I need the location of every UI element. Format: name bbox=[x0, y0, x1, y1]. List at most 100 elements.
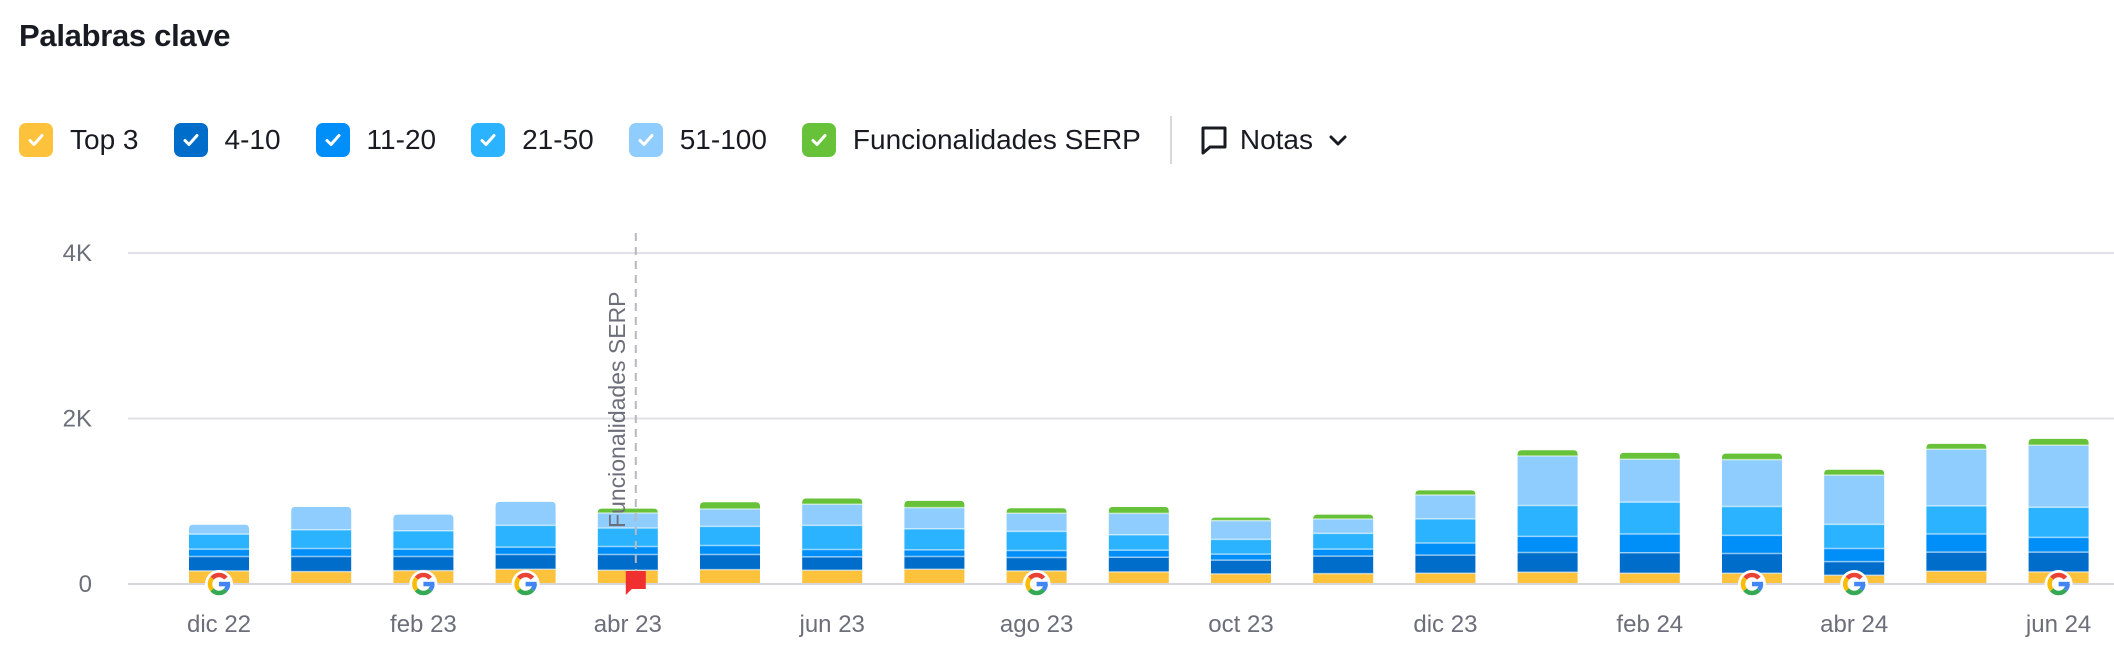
bar-segment[interactable] bbox=[1211, 539, 1271, 555]
google-icon[interactable] bbox=[2044, 570, 2073, 598]
bar-segment[interactable] bbox=[700, 545, 760, 555]
bar-segment[interactable] bbox=[1108, 506, 1169, 514]
legend-item-51-100[interactable]: 51-100 bbox=[628, 123, 767, 157]
bar-segment[interactable] bbox=[1619, 452, 1680, 460]
flag-icon[interactable] bbox=[625, 571, 646, 595]
bar-segment[interactable] bbox=[291, 556, 352, 572]
bar-segment[interactable] bbox=[1619, 534, 1680, 553]
bar-segment[interactable] bbox=[1108, 550, 1169, 558]
bar-segment[interactable] bbox=[2028, 445, 2089, 508]
bar-segment[interactable] bbox=[1006, 550, 1067, 558]
legend-item-funcionalidades-serp[interactable]: Funcionalidades SERP bbox=[801, 123, 1141, 157]
bar-segment[interactable] bbox=[189, 534, 249, 550]
bar-segment[interactable] bbox=[700, 526, 760, 546]
bar-segment[interactable] bbox=[1517, 552, 1578, 573]
bar-segment[interactable] bbox=[904, 556, 965, 570]
bar-segment[interactable] bbox=[1006, 531, 1067, 551]
bar-segment[interactable] bbox=[1517, 455, 1578, 506]
bar-segment[interactable] bbox=[1926, 443, 1987, 450]
bar-segment[interactable] bbox=[291, 571, 352, 584]
bar-segment[interactable] bbox=[1517, 505, 1578, 537]
bar-segment[interactable] bbox=[802, 504, 863, 526]
bar-segment[interactable] bbox=[1108, 534, 1169, 551]
bar-segment[interactable] bbox=[1517, 450, 1578, 456]
bar-segment[interactable] bbox=[802, 525, 863, 550]
google-icon[interactable] bbox=[1840, 570, 1869, 598]
bar-segment[interactable] bbox=[904, 569, 965, 584]
bar-segment[interactable] bbox=[700, 554, 760, 570]
bar-segment[interactable] bbox=[1313, 518, 1374, 534]
bar-segment[interactable] bbox=[1211, 573, 1271, 584]
bar-segment[interactable] bbox=[1926, 552, 1987, 572]
bar-segment[interactable] bbox=[597, 513, 658, 529]
bar-segment[interactable] bbox=[2028, 438, 2089, 446]
bar-segment[interactable] bbox=[1722, 453, 1782, 460]
bar-segment[interactable] bbox=[189, 556, 249, 571]
bar-segment[interactable] bbox=[1415, 555, 1476, 574]
bar-segment[interactable] bbox=[393, 514, 454, 531]
bar-segment[interactable] bbox=[1415, 518, 1476, 544]
bar-segment[interactable] bbox=[1824, 524, 1885, 549]
google-icon[interactable] bbox=[1738, 570, 1766, 598]
bar-segment[interactable] bbox=[495, 501, 556, 526]
bar-segment[interactable] bbox=[495, 547, 556, 555]
bar-segment[interactable] bbox=[904, 507, 965, 529]
checkbox-checked-icon[interactable] bbox=[173, 123, 208, 157]
bar-segment[interactable] bbox=[1619, 573, 1680, 584]
bar-segment[interactable] bbox=[291, 548, 352, 557]
bar-segment[interactable] bbox=[1824, 561, 1885, 576]
bar-segment[interactable] bbox=[700, 508, 760, 527]
bar-segment[interactable] bbox=[802, 570, 863, 584]
bar-segment[interactable] bbox=[1415, 490, 1476, 496]
bar-segment[interactable] bbox=[1108, 557, 1169, 572]
bar-segment[interactable] bbox=[1211, 560, 1271, 574]
checkbox-checked-icon[interactable] bbox=[628, 123, 663, 157]
google-icon[interactable] bbox=[205, 570, 233, 598]
bar-segment[interactable] bbox=[700, 569, 760, 584]
bar-segment[interactable] bbox=[393, 530, 454, 550]
legend-item-21-50[interactable]: 21-50 bbox=[471, 123, 594, 157]
bar-segment[interactable] bbox=[1926, 571, 1987, 584]
notes-dropdown-button[interactable]: Notas bbox=[1198, 124, 1349, 156]
google-icon[interactable] bbox=[1022, 570, 1051, 598]
bar-segment[interactable] bbox=[1619, 502, 1680, 535]
bar-segment[interactable] bbox=[1619, 552, 1680, 574]
checkbox-checked-icon[interactable] bbox=[315, 123, 350, 157]
bar-segment[interactable] bbox=[1415, 573, 1476, 584]
bar-segment[interactable] bbox=[1313, 533, 1374, 550]
bar-segment[interactable] bbox=[597, 546, 658, 555]
bar-segment[interactable] bbox=[1722, 459, 1782, 507]
google-icon[interactable] bbox=[511, 570, 540, 598]
bar-segment[interactable] bbox=[1211, 554, 1271, 561]
bar-segment[interactable] bbox=[1415, 495, 1476, 519]
bar-segment[interactable] bbox=[495, 554, 556, 570]
bar-segment[interactable] bbox=[189, 524, 249, 535]
bar-segment[interactable] bbox=[1619, 459, 1680, 503]
bar-segment[interactable] bbox=[2028, 507, 2089, 538]
bar-segment[interactable] bbox=[291, 529, 352, 549]
bar-segment[interactable] bbox=[597, 554, 658, 571]
bar-segment[interactable] bbox=[1722, 553, 1782, 574]
bar-segment[interactable] bbox=[1415, 543, 1476, 556]
bar-segment[interactable] bbox=[393, 549, 454, 557]
bar-segment[interactable] bbox=[1926, 505, 1987, 535]
bar-segment[interactable] bbox=[802, 549, 863, 557]
bar-segment[interactable] bbox=[1926, 449, 1987, 506]
bar-segment[interactable] bbox=[1313, 573, 1374, 584]
bar-segment[interactable] bbox=[1313, 549, 1374, 557]
google-icon[interactable] bbox=[409, 570, 438, 598]
bar-segment[interactable] bbox=[1006, 557, 1067, 571]
bar-segment[interactable] bbox=[1313, 556, 1374, 574]
bar-segment[interactable] bbox=[1108, 513, 1169, 535]
checkbox-checked-icon[interactable] bbox=[801, 123, 836, 157]
bar-segment[interactable] bbox=[1824, 548, 1885, 562]
bar-segment[interactable] bbox=[2028, 552, 2089, 572]
bar-segment[interactable] bbox=[1722, 535, 1782, 554]
bar-segment[interactable] bbox=[1006, 508, 1067, 514]
bar-segment[interactable] bbox=[495, 525, 556, 548]
bar-segment[interactable] bbox=[904, 549, 965, 557]
checkbox-checked-icon[interactable] bbox=[19, 123, 53, 157]
bar-segment[interactable] bbox=[189, 549, 249, 557]
checkbox-checked-icon[interactable] bbox=[471, 123, 506, 157]
bar-segment[interactable] bbox=[1824, 469, 1885, 476]
